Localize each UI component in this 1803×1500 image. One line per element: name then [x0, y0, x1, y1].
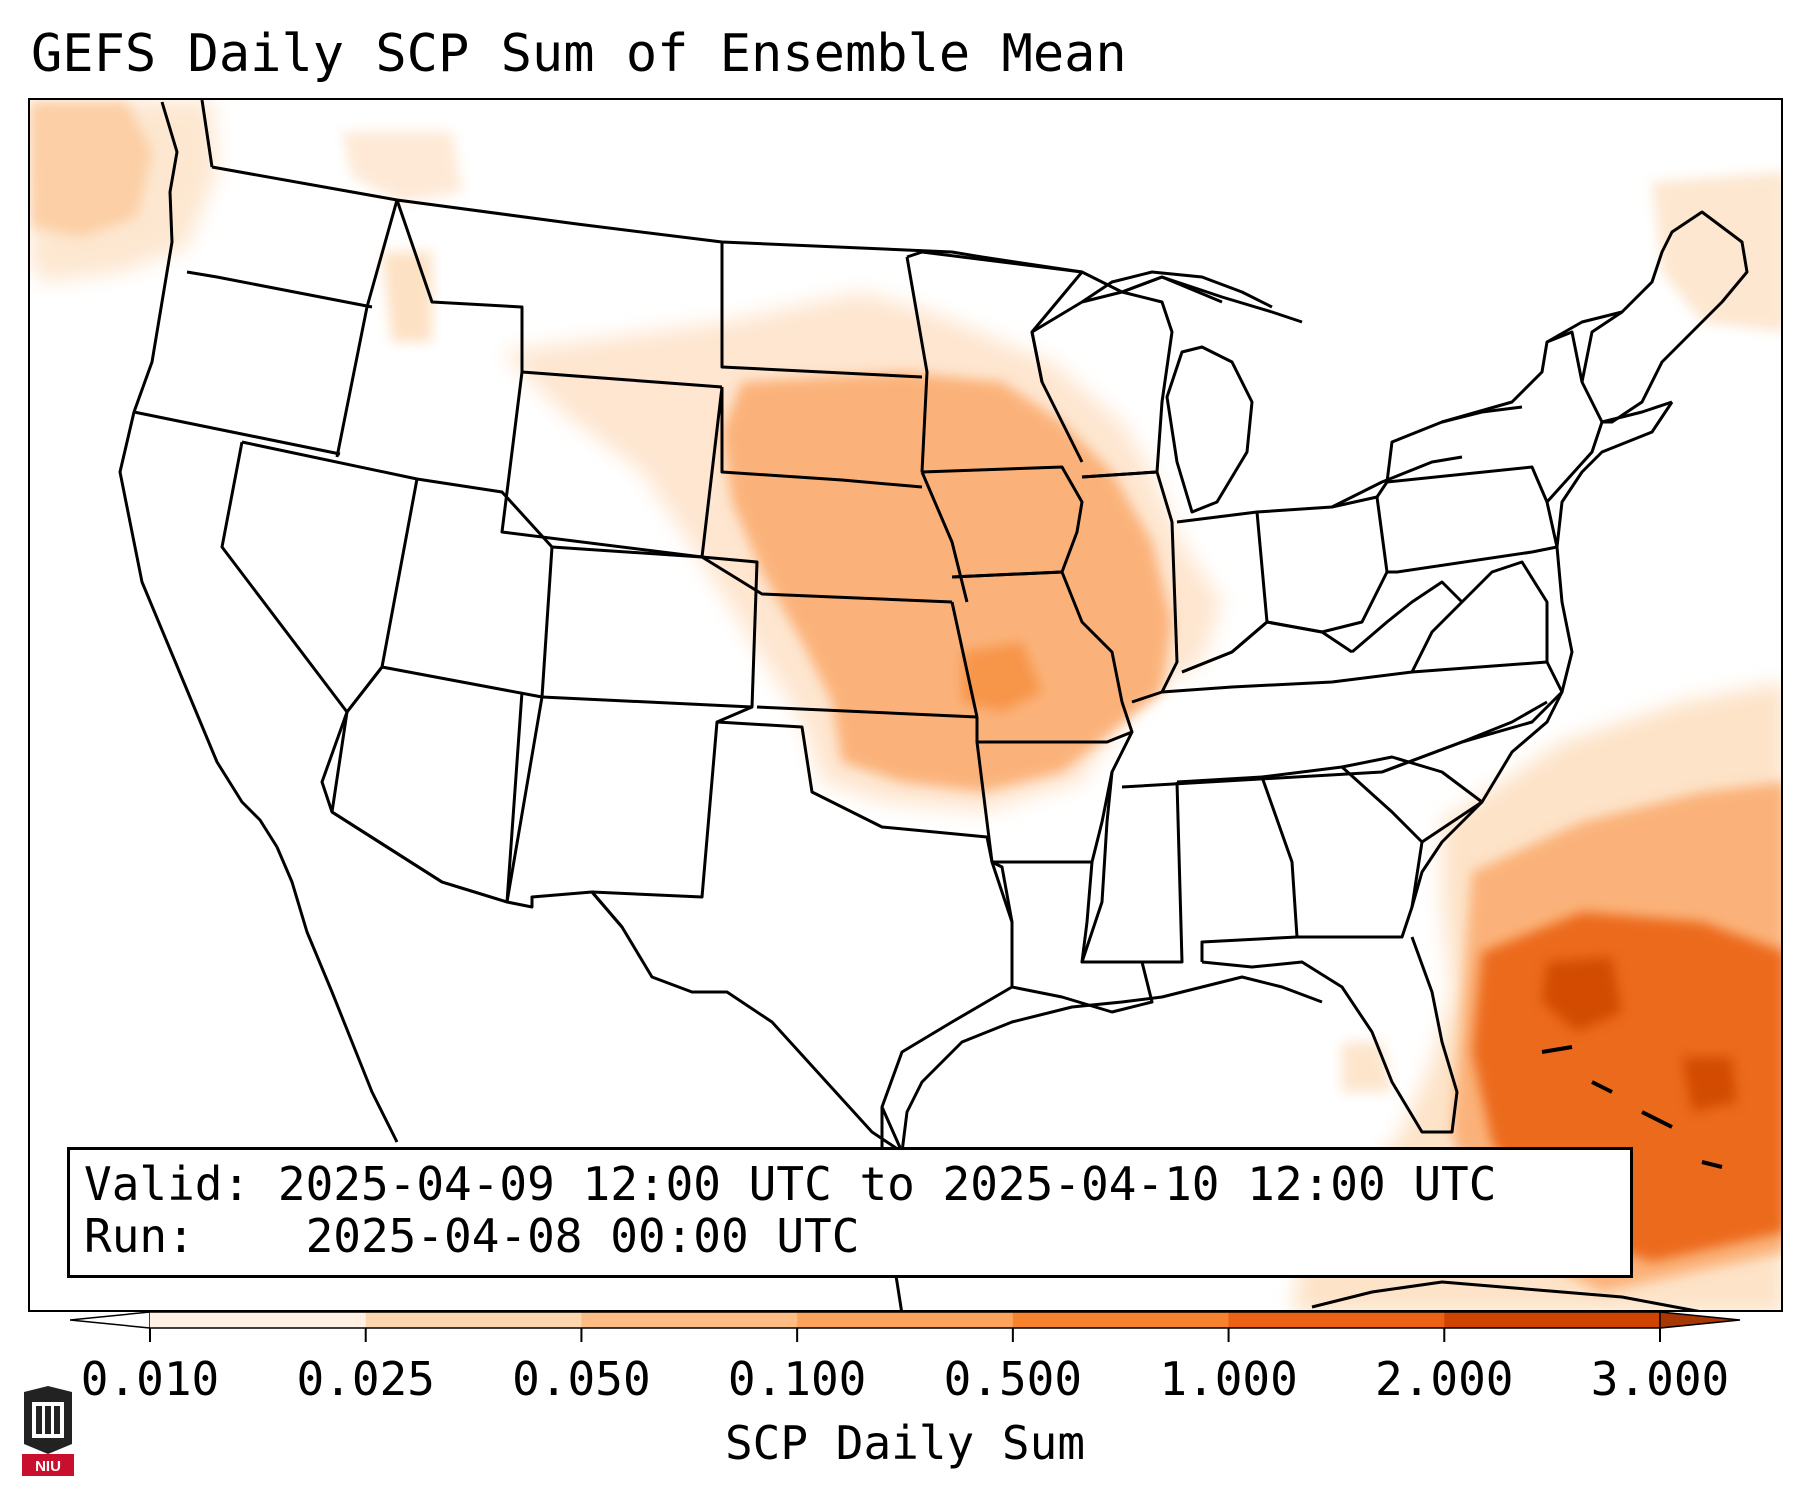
ky-tn — [1161, 660, 1548, 694]
lake-ontario — [1441, 405, 1523, 424]
pa-border — [1375, 465, 1559, 574]
lake-erie — [1331, 455, 1463, 509]
state-borders — [118, 100, 1749, 1310]
michigan — [1165, 345, 1254, 514]
run-line: Run: 2025-04-08 00:00 UTC — [84, 1209, 859, 1263]
cuba — [1311, 1280, 1700, 1310]
va-border — [1410, 560, 1549, 673]
colorbar-under-extension — [70, 1311, 151, 1329]
colorbar-segment — [1444, 1312, 1661, 1328]
colorbar-tick-label: 0.500 — [943, 1352, 1083, 1406]
co-border — [541, 545, 759, 709]
colorbar-segment — [797, 1312, 1014, 1328]
colorbar-segment — [1228, 1312, 1445, 1328]
colorbar-tick-label: 2.000 — [1375, 1352, 1514, 1406]
mo-border — [951, 570, 1134, 744]
il-border — [1081, 470, 1179, 704]
colorbar-tick-label: 0.010 — [80, 1352, 220, 1406]
map-title: GEFS Daily SCP Sum of Ensemble Mean — [31, 24, 1127, 84]
ok-border — [716, 720, 994, 863]
scp-shading — [30, 100, 1781, 1310]
ks-ok — [756, 705, 978, 719]
colorbar-tick-label: 1.000 — [1159, 1352, 1298, 1406]
lake-superior — [1081, 270, 1273, 309]
colorbar-over-extension — [1659, 1311, 1741, 1329]
shading-idaho — [382, 252, 432, 342]
ny-border — [1385, 330, 1604, 504]
shading-ks-mo — [962, 642, 1042, 712]
colorbar-tick-label: 3.000 — [1590, 1352, 1730, 1406]
baja — [275, 846, 399, 1143]
ca-nv-border — [220, 441, 349, 813]
shading-nw-pacific — [30, 102, 152, 237]
shading-atlantic-peak — [1542, 957, 1622, 1032]
oh-border — [1256, 495, 1389, 634]
mexico-border — [331, 810, 624, 928]
new-england — [1546, 210, 1749, 424]
wy-border — [500, 371, 724, 559]
shading-plains-mid — [722, 372, 1172, 792]
colorbar-label: SCP Daily Sum — [724, 1416, 1086, 1470]
valid-run-info-box: Valid: 2025-04-09 12:00 UTC to 2025-04-1… — [67, 1147, 1633, 1278]
logo-text: NIU — [35, 1458, 61, 1475]
michigan-up — [1121, 275, 1303, 324]
shading-northeast — [1652, 172, 1781, 332]
colorbar-tick-label: 0.100 — [727, 1352, 867, 1406]
wi-border — [1030, 290, 1174, 479]
dakota-east — [905, 256, 929, 473]
wa-or-border — [186, 270, 373, 309]
colorbar-segments — [70, 1311, 1741, 1329]
mt-south — [395, 199, 723, 389]
idaho-west — [335, 199, 399, 458]
scp-map — [30, 100, 1781, 1310]
sd-ne — [720, 387, 923, 489]
florida — [1201, 936, 1459, 1134]
nm-border — [505, 696, 753, 909]
ne-ks — [701, 555, 953, 604]
ne-east — [920, 471, 969, 603]
valid-label: Valid: — [84, 1157, 251, 1211]
colorbar-tick-label: 0.025 — [296, 1352, 435, 1406]
tn-south — [1121, 700, 1548, 789]
niu-logo: NIU — [22, 1386, 74, 1476]
colorbar-outline — [150, 1311, 1660, 1329]
atlantic-coast — [1410, 401, 1674, 908]
ky-north — [1181, 620, 1353, 674]
wv-border — [1351, 580, 1464, 654]
colorbar-segment — [150, 1312, 367, 1328]
nc-border — [1381, 661, 1564, 774]
nv-east — [241, 440, 419, 713]
ms-border — [1080, 771, 1184, 964]
colorbar-segment — [365, 1312, 582, 1328]
run-value: 2025-04-08 00:00 UTC — [305, 1209, 860, 1263]
run-label: Run: — [84, 1209, 195, 1263]
ks-east — [950, 601, 979, 718]
utah-border — [381, 477, 554, 699]
or-ca-border — [133, 410, 341, 456]
al-border — [1176, 775, 1299, 962]
az-border — [330, 666, 524, 904]
colorbar-ticks — [149, 1328, 1661, 1342]
valid-line: Valid: 2025-04-09 12:00 UTC to 2025-04-1… — [84, 1157, 1496, 1211]
ga-border — [1261, 765, 1424, 939]
vt-nh — [1580, 310, 1623, 383]
sc-border — [1341, 755, 1484, 844]
gulf-coast — [900, 975, 1323, 1153]
ar-border — [975, 731, 1134, 864]
colorbar-tick-label: 0.050 — [512, 1352, 651, 1406]
ma-ct — [1601, 400, 1673, 424]
colorbar-segment — [581, 1312, 798, 1328]
map-panel — [28, 98, 1783, 1312]
shading-montana — [342, 132, 462, 202]
texas-border — [590, 860, 1014, 1154]
colorbar-segment — [1012, 1312, 1230, 1328]
valid-value: 2025-04-09 12:00 UTC to 2025-04-10 12:00… — [277, 1157, 1497, 1211]
colorbar — [70, 1311, 1741, 1342]
pacific-coast — [118, 101, 279, 848]
bahamas — [1541, 1045, 1723, 1169]
nd-sd — [720, 242, 923, 379]
shading-atlantic-peak-2 — [1682, 1057, 1737, 1112]
la-border — [990, 861, 1154, 1014]
